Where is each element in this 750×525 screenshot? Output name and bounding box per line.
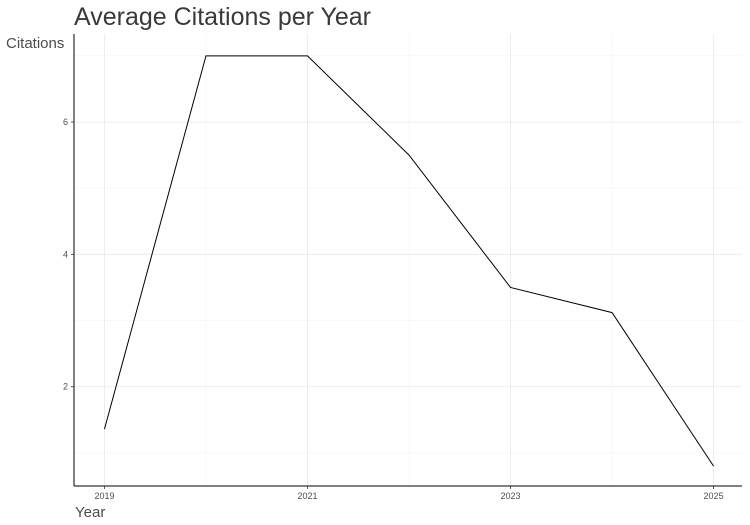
y-tick-label: 4	[63, 249, 68, 259]
x-tick-label: 2023	[501, 491, 521, 501]
grid	[74, 34, 742, 486]
y-axis-title: Citations	[6, 35, 64, 52]
x-tick-label: 2021	[297, 491, 317, 501]
x-axis-title: Year	[75, 504, 105, 521]
y-tick-label: 6	[63, 117, 68, 127]
axes	[71, 34, 742, 489]
chart-title: Average Citations per Year	[74, 3, 371, 31]
series-line	[103, 55, 714, 467]
series	[103, 55, 714, 467]
x-tick-label: 2019	[94, 491, 114, 501]
y-tick-label: 2	[63, 382, 68, 392]
x-tick-label: 2025	[704, 491, 724, 501]
tick-labels: 2019 2021 2023 2025 2 4 6	[63, 117, 724, 501]
